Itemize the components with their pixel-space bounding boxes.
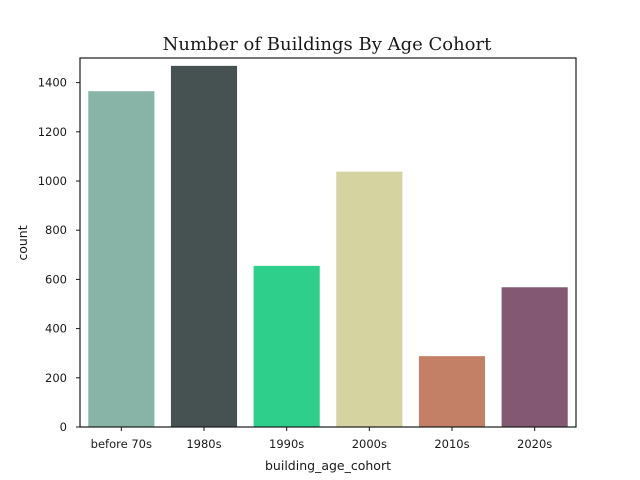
- bars-group: [88, 65, 568, 428]
- y-tick-label: 600: [45, 272, 67, 286]
- y-tick-label: 1400: [38, 76, 67, 90]
- bar-0: [88, 91, 155, 428]
- y-tick-label: 1200: [38, 125, 67, 139]
- bar-3: [336, 171, 403, 427]
- y-axis-label: count: [15, 225, 30, 260]
- bar-4: [418, 356, 486, 427]
- y-tick-label: 1000: [38, 174, 67, 188]
- y-tick-label: 0: [60, 420, 67, 434]
- x-tick-label: 2020s: [517, 437, 552, 451]
- chart-title: Number of Buildings By Age Cohort: [163, 34, 492, 55]
- y-tick-label: 200: [45, 371, 67, 385]
- x-tick-label: 2010s: [434, 437, 469, 451]
- y-tick-label: 800: [45, 223, 67, 237]
- bar-2: [253, 265, 320, 427]
- x-tick-label: 1990s: [269, 437, 304, 451]
- plot-frame: [79, 57, 577, 428]
- x-tick-label: 2000s: [352, 437, 387, 451]
- x-tick-label: 1980s: [186, 437, 221, 451]
- bar-1: [170, 65, 238, 428]
- bar-5: [501, 287, 568, 427]
- y-axis: 0 200 400 600 800 1000 1200 1400: [38, 76, 80, 434]
- x-axis: before 70s 1980s 1990s 2000s 2010s 2020s: [91, 427, 552, 451]
- y-tick-label: 400: [45, 322, 67, 336]
- x-axis-label: building_age_cohort: [265, 458, 391, 473]
- x-tick-label: before 70s: [91, 437, 152, 451]
